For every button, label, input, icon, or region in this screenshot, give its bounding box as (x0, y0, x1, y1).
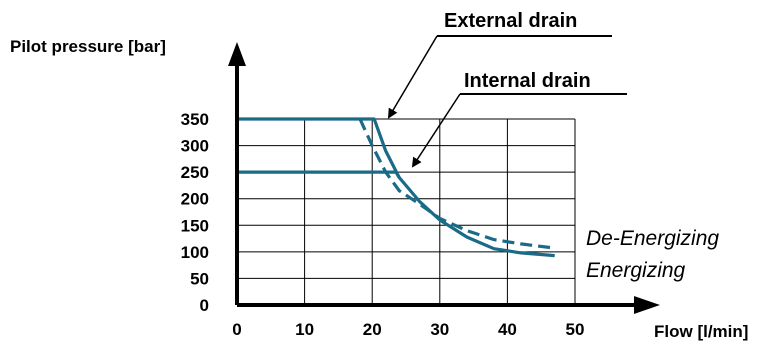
x-tick-label: 0 (232, 320, 241, 339)
grid (237, 118, 576, 305)
y-tick-label: 200 (181, 190, 209, 209)
axes (228, 42, 660, 314)
y-tick-label: 0 (200, 296, 209, 315)
x-tick-label: 40 (498, 320, 517, 339)
external-drain-leader (387, 35, 438, 119)
series-line-1 (358, 118, 555, 250)
y-axis-arrow-icon (228, 42, 246, 66)
de-energizing-label: De-Energizing (586, 227, 719, 250)
series-line-2 (237, 170, 401, 179)
internal-drain-leader (411, 93, 461, 168)
x-tick-label: 30 (430, 320, 449, 339)
y-tick-label: 50 (190, 269, 209, 288)
y-axis-title: Pilot pressure [bar] (10, 37, 166, 56)
x-tick-label: 20 (363, 320, 382, 339)
internal-drain-label: Internal drain (464, 70, 591, 92)
y-tick-label: 100 (181, 243, 209, 262)
x-tick-label: 10 (295, 320, 314, 339)
x-axis-title: Flow [l/min] (654, 322, 748, 341)
y-tick-label: 350 (181, 110, 209, 129)
y-tick-label: 250 (181, 163, 209, 182)
y-tick-label: 300 (181, 137, 209, 156)
external-drain-label: External drain (444, 10, 577, 32)
series-lines (237, 117, 555, 258)
energizing-label: Energizing (586, 259, 686, 282)
x-axis-arrow-icon (634, 296, 660, 314)
x-tick-label: 50 (566, 320, 585, 339)
tick-labels: 0 50 100 150 200 250 300 350 0 10 20 30 40 50 (181, 110, 585, 339)
y-tick-label: 150 (181, 216, 209, 235)
